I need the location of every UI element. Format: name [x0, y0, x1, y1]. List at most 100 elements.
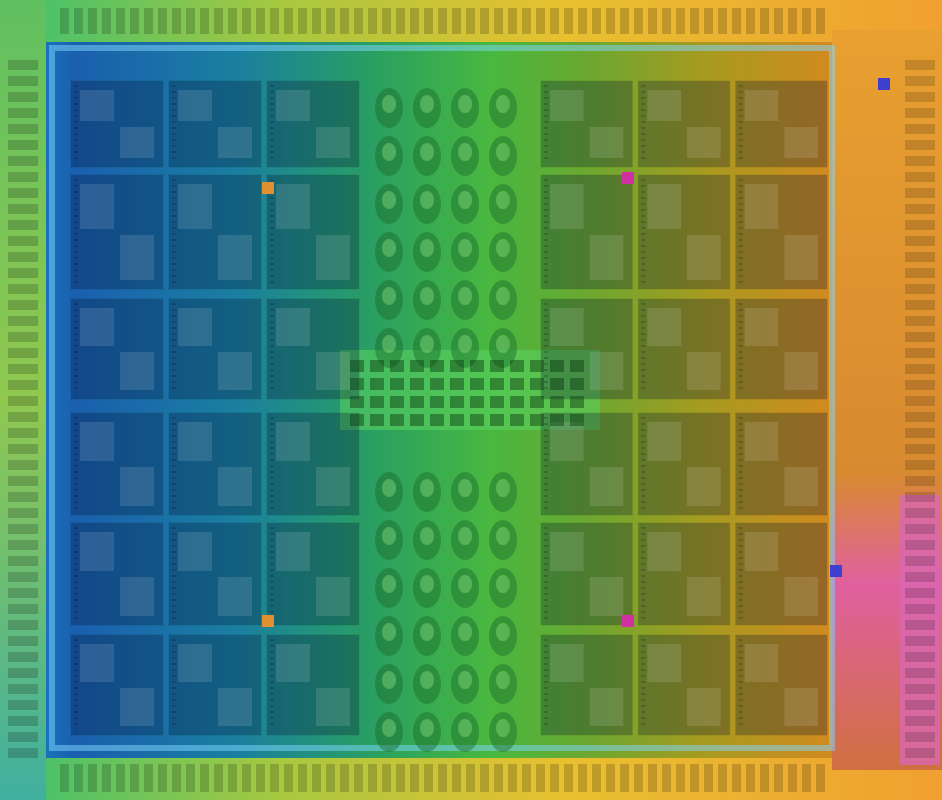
sm-block	[540, 80, 633, 168]
io-pad	[8, 652, 38, 662]
io-pad	[620, 8, 629, 34]
io-pad	[186, 8, 195, 34]
io-pad	[592, 764, 601, 792]
cache-blob-highlight	[382, 95, 396, 113]
cache-blob-highlight	[496, 287, 510, 305]
crossbar-cell	[370, 396, 384, 408]
sm-core	[80, 90, 114, 121]
cache-blob-highlight	[458, 287, 472, 305]
sm-core	[178, 532, 212, 571]
sm-block	[168, 412, 262, 516]
io-pad	[905, 588, 935, 598]
io-pad	[382, 764, 391, 792]
crossbar-cell	[370, 414, 384, 426]
cache-blob	[489, 328, 517, 368]
io-pad	[905, 620, 935, 630]
cache-blob	[413, 616, 441, 656]
io-pad	[8, 172, 38, 182]
sm-core	[784, 467, 818, 506]
cache-blob-highlight	[458, 719, 472, 737]
io-pad	[8, 396, 38, 406]
io-pad	[550, 764, 559, 792]
cache-blob	[451, 88, 479, 128]
sm-block	[70, 80, 164, 168]
io-pad	[905, 252, 935, 262]
crossbar-cell	[570, 378, 584, 390]
sm-core	[784, 577, 818, 616]
io-pad	[905, 652, 935, 662]
crossbar-cell	[430, 360, 444, 372]
cache-blob	[413, 472, 441, 512]
io-pad	[536, 8, 545, 34]
io-pad	[592, 8, 601, 34]
crossbar-cell	[510, 396, 524, 408]
cache-blob-highlight	[420, 95, 434, 113]
sm-core	[218, 577, 252, 616]
io-pad	[144, 764, 153, 792]
cache-blob-highlight	[420, 719, 434, 737]
io-pad	[905, 92, 935, 102]
cache-blob	[489, 472, 517, 512]
io-pad	[648, 8, 657, 34]
crossbar-cell	[430, 396, 444, 408]
sm-block	[540, 634, 633, 736]
io-pad	[298, 8, 307, 34]
io-pad	[690, 8, 699, 34]
sm-core	[589, 467, 624, 506]
io-pad	[905, 332, 935, 342]
sm-core	[589, 352, 624, 390]
io-pad	[8, 156, 38, 166]
io-pad	[905, 188, 935, 198]
io-pad	[8, 588, 38, 598]
crossbar-cell	[390, 396, 404, 408]
left-io-strip	[0, 0, 46, 800]
sm-core	[589, 688, 624, 726]
io-pad	[905, 300, 935, 310]
crossbar-cell	[490, 360, 504, 372]
io-pad	[74, 8, 83, 34]
cache-blob	[375, 88, 403, 128]
io-pad	[905, 700, 935, 710]
sm-core	[647, 308, 681, 346]
io-pad	[242, 8, 251, 34]
cache-blob	[451, 472, 479, 512]
cache-blob	[413, 664, 441, 704]
sm-core	[687, 577, 721, 616]
sm-core	[550, 644, 584, 682]
cache-blob-highlight	[382, 719, 396, 737]
io-pad	[200, 764, 209, 792]
io-pad	[8, 204, 38, 214]
io-pad	[326, 764, 335, 792]
io-pad	[8, 700, 38, 710]
marker	[878, 78, 890, 90]
sm-core	[647, 184, 681, 229]
crossbar-cell	[450, 414, 464, 426]
io-pad	[8, 444, 38, 454]
crossbar-cell	[410, 414, 424, 426]
io-pad	[438, 764, 447, 792]
cache-blob-highlight	[420, 479, 434, 497]
sm-core	[784, 688, 818, 726]
crossbar-cell	[370, 378, 384, 390]
io-pad	[634, 8, 643, 34]
io-pad	[116, 764, 125, 792]
crossbar-cell	[350, 378, 364, 390]
crossbar-cell	[570, 360, 584, 372]
cache-blob	[375, 568, 403, 608]
cache-blob	[451, 520, 479, 560]
sm-core	[218, 688, 252, 726]
cache-blob	[413, 136, 441, 176]
io-pad	[8, 108, 38, 118]
cache-blob-highlight	[382, 335, 396, 353]
io-pad	[8, 124, 38, 134]
sm-block	[70, 634, 164, 736]
sm-core	[316, 352, 350, 390]
sm-core	[120, 467, 154, 506]
io-pad	[905, 364, 935, 374]
io-pad	[578, 764, 587, 792]
cache-blob-highlight	[382, 575, 396, 593]
cache-blob	[375, 184, 403, 224]
crossbar-cell	[450, 396, 464, 408]
io-pad	[905, 108, 935, 118]
